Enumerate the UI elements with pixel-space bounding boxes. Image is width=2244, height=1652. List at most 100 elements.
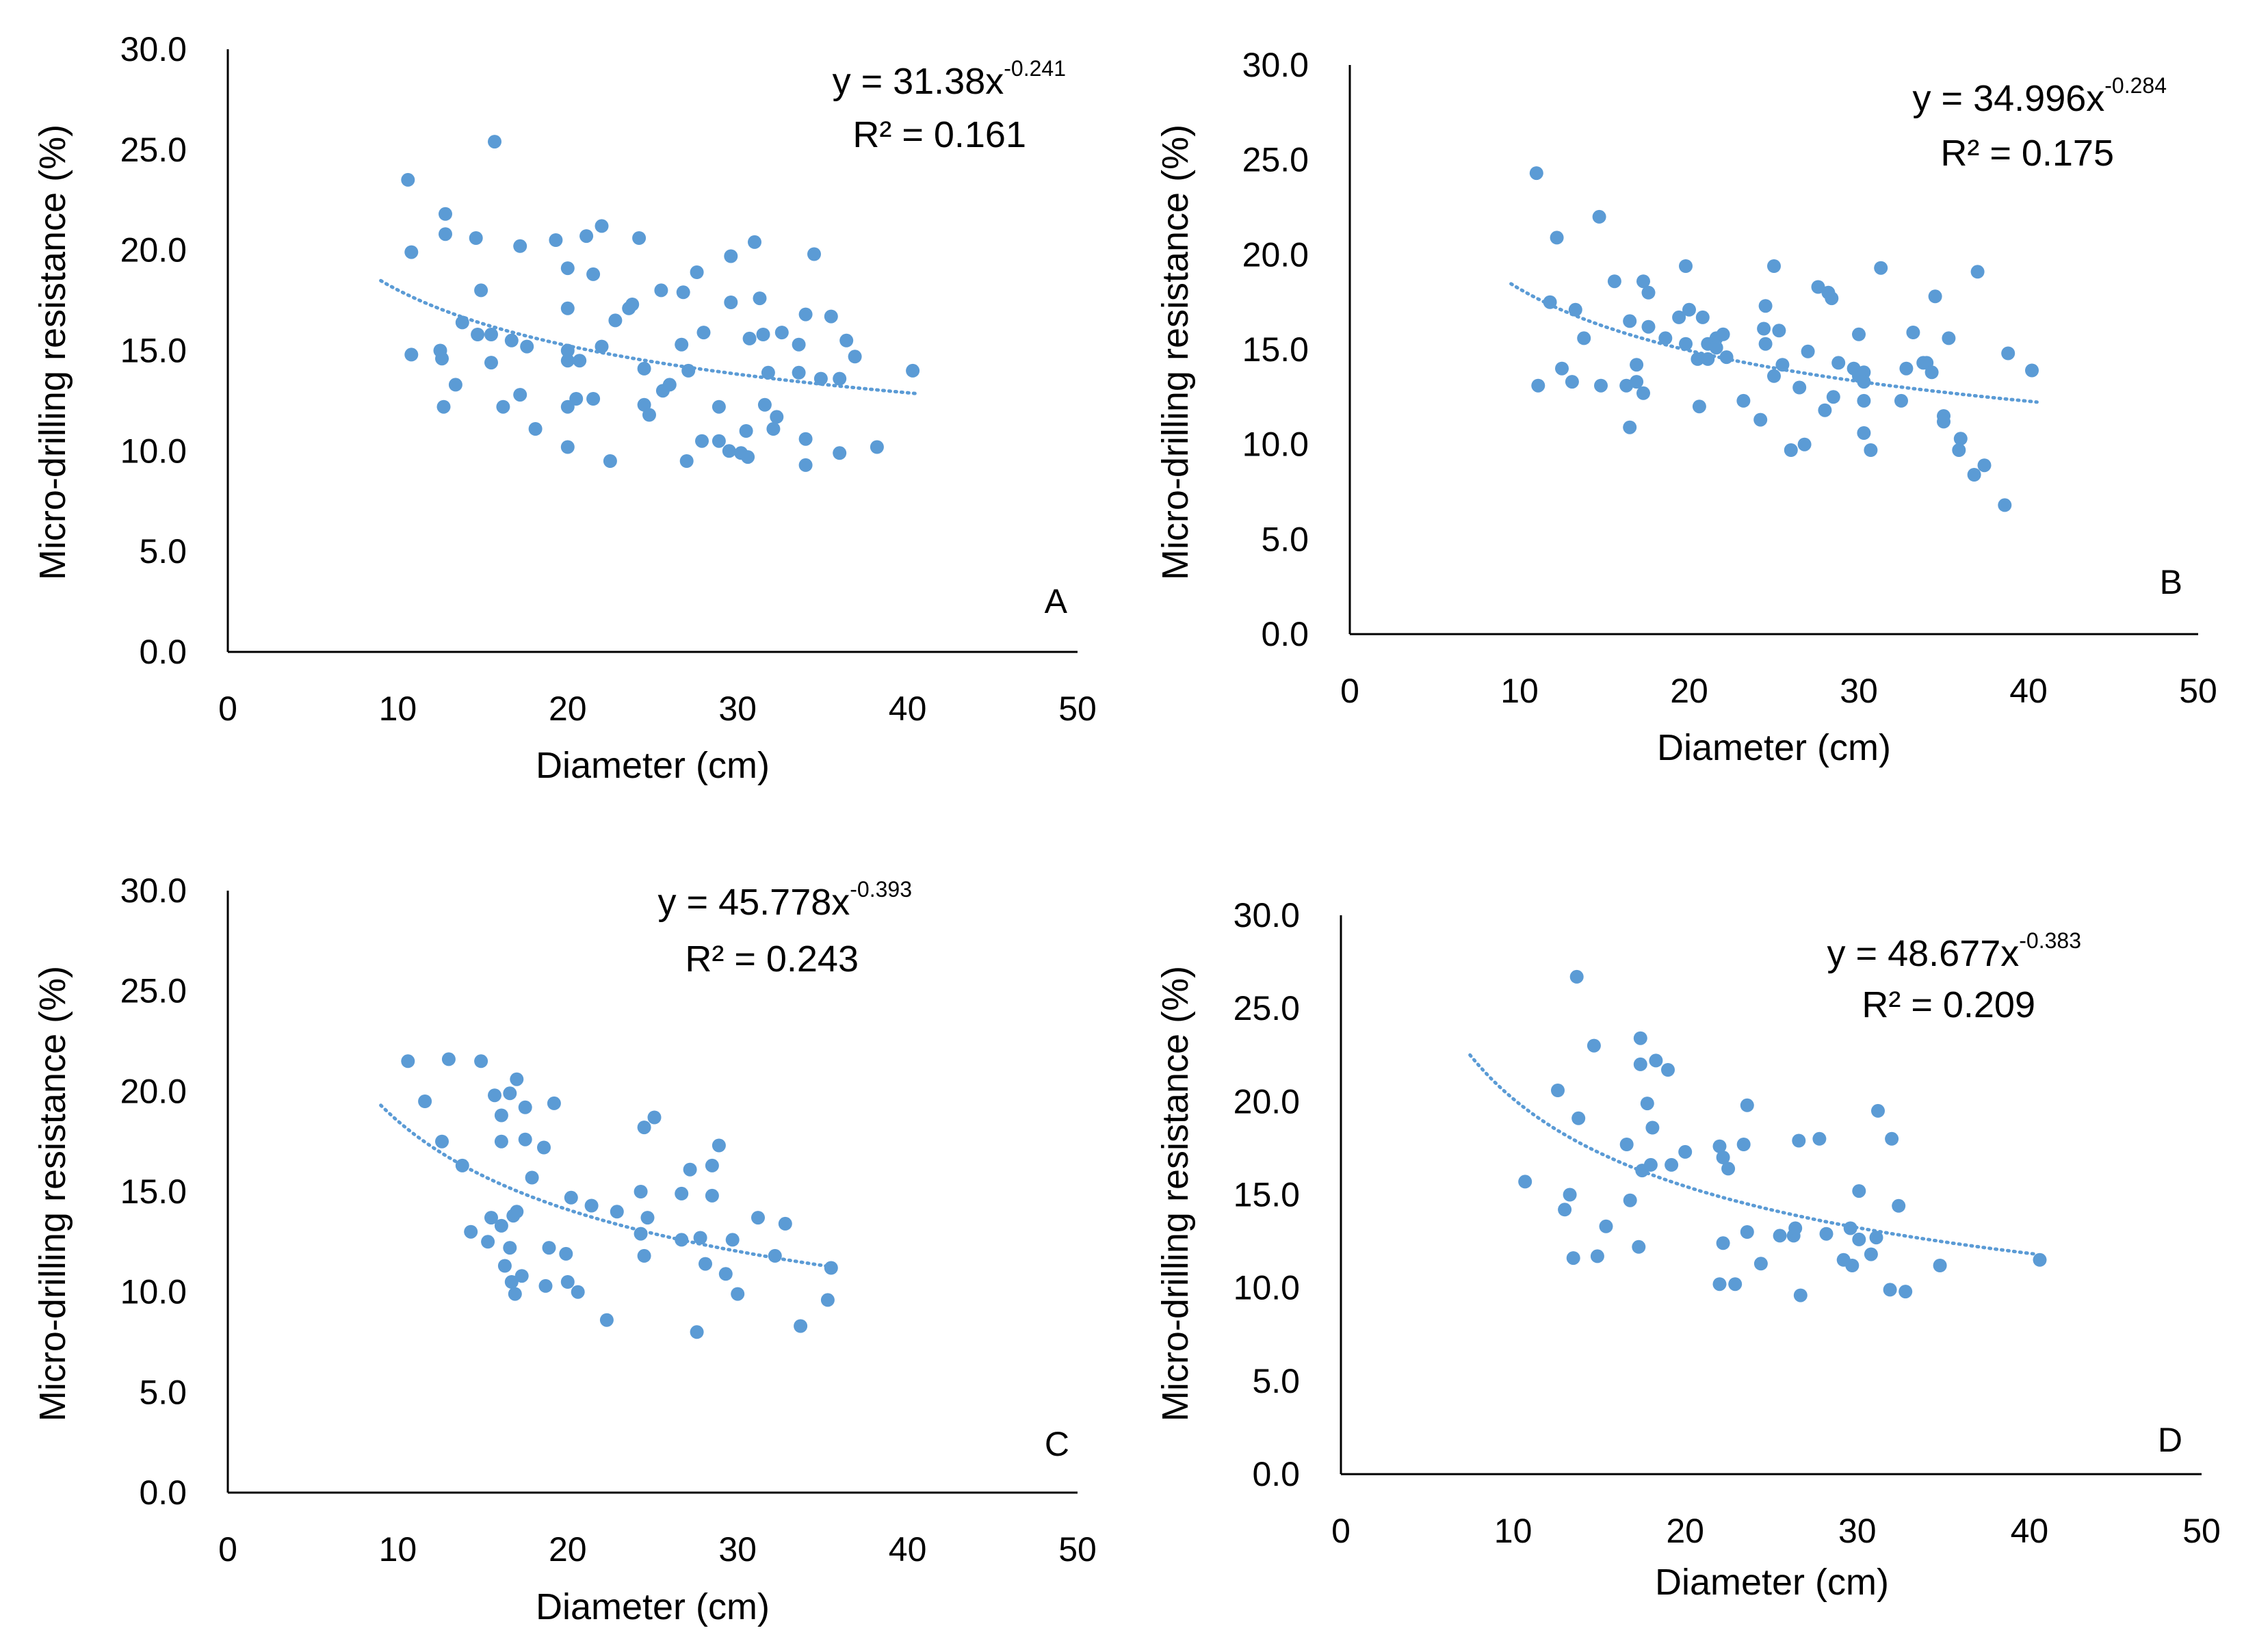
x-tick-label: 10 xyxy=(379,1530,417,1569)
data-point xyxy=(1852,1232,1866,1246)
y-tick-label: 15.0 xyxy=(1234,1176,1300,1214)
data-point xyxy=(481,1235,495,1249)
data-point xyxy=(1967,468,1981,482)
data-point xyxy=(1812,1131,1827,1146)
equation-exponent: -0.241 xyxy=(1004,56,1066,81)
data-point xyxy=(675,337,689,352)
data-point xyxy=(1679,337,1693,351)
data-point xyxy=(1590,1249,1604,1263)
data-point xyxy=(1623,420,1637,434)
data-point xyxy=(1672,310,1686,324)
data-point xyxy=(560,343,575,358)
data-point xyxy=(1518,1175,1532,1189)
x-tick-label: 50 xyxy=(1058,1530,1097,1569)
y-axis-title: Micro-drilling resistance (%) xyxy=(32,124,73,580)
data-point xyxy=(1758,299,1773,313)
data-point xyxy=(1740,1225,1754,1239)
data-point xyxy=(1658,331,1673,345)
data-point xyxy=(1942,331,1956,345)
data-point xyxy=(1709,341,1723,355)
data-point xyxy=(496,399,510,414)
data-point xyxy=(675,1186,689,1201)
data-point xyxy=(1845,1259,1860,1272)
data-point xyxy=(1565,375,1579,389)
trendline-equation: y = 48.677x-0.383 xyxy=(1827,928,2081,974)
data-point xyxy=(1899,361,1914,376)
data-point xyxy=(1767,369,1781,383)
y-axis-title: Micro-drilling resistance (%) xyxy=(1155,124,1196,580)
data-point xyxy=(494,1134,508,1149)
y-tick-label: 30.0 xyxy=(1242,46,1309,84)
data-point xyxy=(654,283,668,298)
y-tick-label: 30.0 xyxy=(1234,896,1300,934)
data-point xyxy=(584,1198,599,1213)
power-trendline xyxy=(1468,1053,2040,1257)
data-point xyxy=(1712,1277,1727,1292)
data-point xyxy=(1691,352,1705,366)
data-point xyxy=(748,235,761,249)
data-point xyxy=(647,1110,662,1125)
data-point xyxy=(724,249,738,263)
y-tick-label: 25.0 xyxy=(1234,989,1300,1027)
data-point xyxy=(693,1231,707,1245)
data-point xyxy=(573,354,587,368)
data-point xyxy=(1630,358,1644,372)
data-point xyxy=(488,1088,501,1103)
data-point xyxy=(1937,415,1951,429)
x-tick-label: 50 xyxy=(2179,672,2217,710)
data-point xyxy=(798,307,813,322)
data-point xyxy=(1925,365,1939,380)
x-tick-label: 30 xyxy=(1838,1512,1877,1550)
data-point xyxy=(1857,426,1871,440)
data-point xyxy=(474,283,488,298)
data-point xyxy=(1792,1133,1806,1148)
x-tick-label: 20 xyxy=(1666,1512,1704,1550)
data-point xyxy=(1864,443,1878,457)
data-point xyxy=(1825,291,1839,306)
equation-exponent: -0.383 xyxy=(2019,928,2081,953)
y-tick-label: 30.0 xyxy=(120,871,187,910)
data-point xyxy=(1636,386,1650,400)
data-point xyxy=(1599,1219,1613,1233)
data-point xyxy=(579,229,594,244)
data-point xyxy=(741,450,755,464)
x-axis-title: Diameter (cm) xyxy=(1657,727,1891,768)
data-point xyxy=(1818,403,1832,417)
y-tick-label: 15.0 xyxy=(1242,330,1309,369)
x-tick-label: 40 xyxy=(2011,1512,2049,1550)
y-tick-label: 15.0 xyxy=(120,1172,187,1211)
data-point xyxy=(906,363,920,378)
panel-letter: A xyxy=(1045,582,1068,620)
data-point xyxy=(1577,331,1591,345)
data-point xyxy=(1801,344,1815,358)
data-point xyxy=(1716,1236,1730,1250)
data-point xyxy=(595,339,609,354)
data-point xyxy=(1871,1103,1885,1118)
r-squared-label: R² = 0.175 xyxy=(1940,133,2114,174)
data-point xyxy=(813,371,828,386)
data-point xyxy=(1874,261,1888,275)
data-point xyxy=(768,1248,782,1263)
data-point xyxy=(794,1319,808,1333)
data-point xyxy=(662,378,677,392)
data-point xyxy=(1831,356,1846,370)
data-point xyxy=(484,356,498,370)
data-point xyxy=(690,1325,704,1339)
data-point xyxy=(1767,259,1781,273)
data-point xyxy=(525,1170,539,1185)
data-point xyxy=(1758,337,1773,351)
equation-base: y = 48.677x xyxy=(1827,933,2020,974)
x-tick-label: 40 xyxy=(889,690,927,728)
data-point xyxy=(1869,1231,1883,1245)
y-tick-label: 0.0 xyxy=(139,1473,187,1512)
data-point xyxy=(690,265,704,279)
data-point xyxy=(508,1287,522,1301)
data-point xyxy=(1665,1157,1679,1172)
data-point xyxy=(637,361,651,376)
data-point xyxy=(435,352,449,366)
data-point xyxy=(637,1120,651,1135)
y-tick-label: 30.0 xyxy=(120,30,187,68)
data-point xyxy=(1679,259,1693,273)
trendline-equation: y = 45.778x-0.393 xyxy=(658,877,912,923)
